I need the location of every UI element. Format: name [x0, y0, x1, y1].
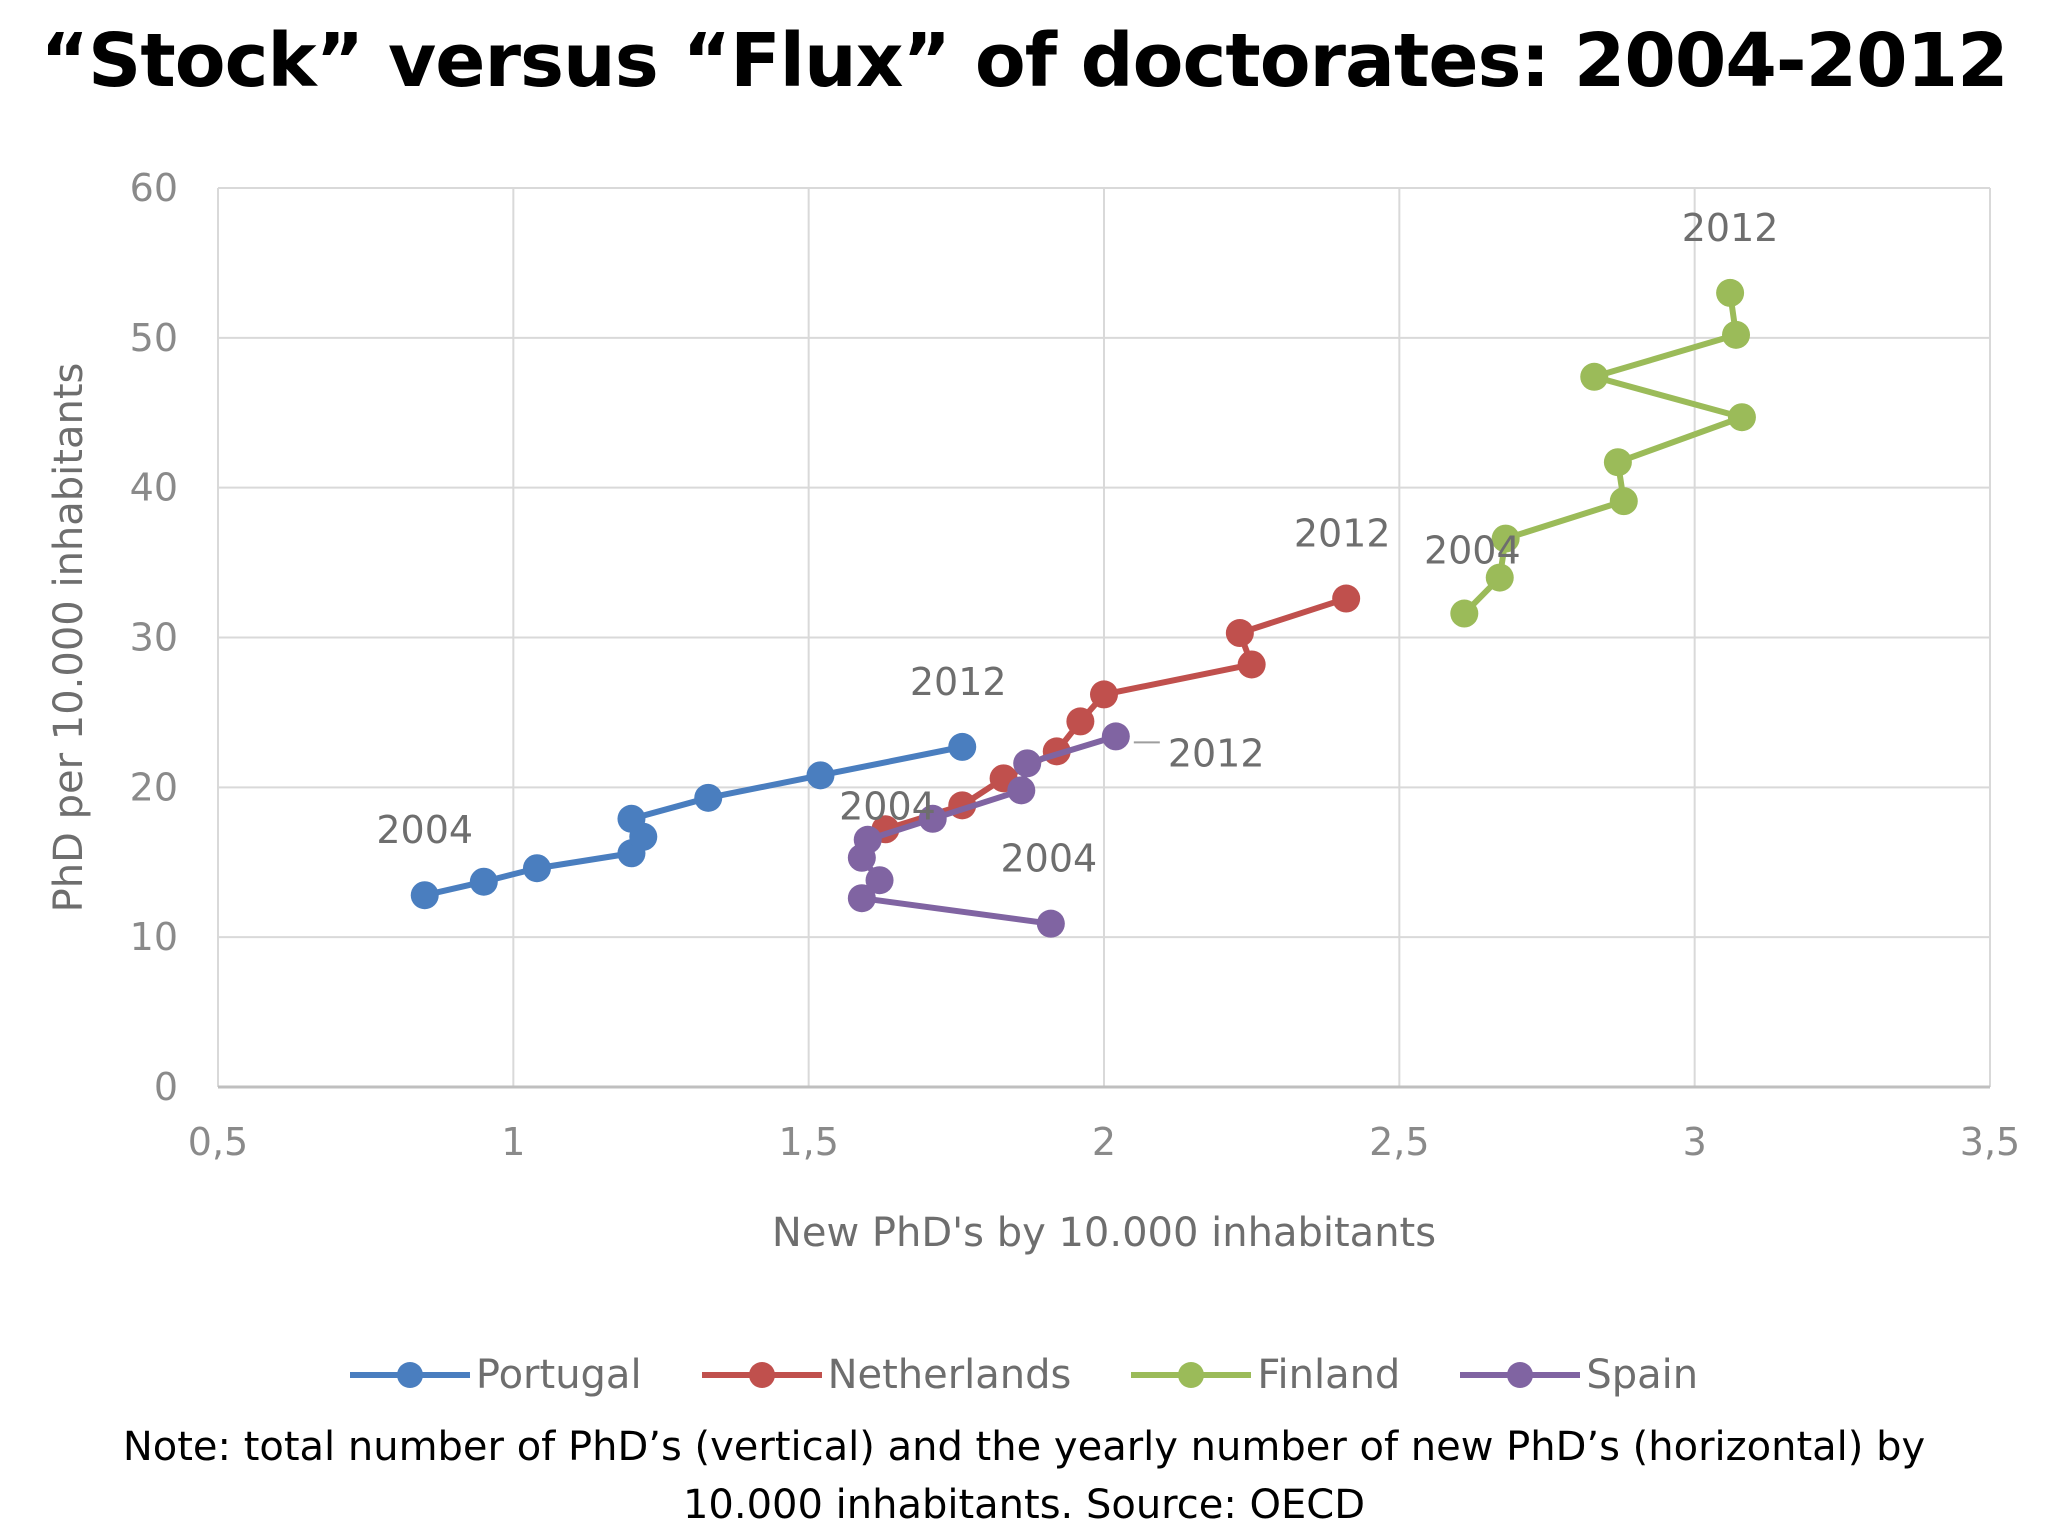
y-tick-label: 60 — [130, 166, 178, 210]
data-point-netherlands — [1237, 650, 1266, 679]
legend: Portugal Netherlands Finland Spain — [0, 1352, 2048, 1398]
legend-swatch-netherlands — [701, 1362, 822, 1388]
data-point-finland — [1491, 524, 1520, 553]
series-finland — [1450, 278, 1756, 628]
data-point-spain — [1007, 776, 1036, 805]
data-point-finland — [1485, 563, 1514, 592]
annotation-spain-2004: 2004 — [1000, 837, 1097, 881]
data-point-finland — [1722, 320, 1751, 349]
series-line-spain — [858, 733, 1117, 927]
y-tick-label: 10 — [130, 915, 178, 959]
data-point-portugal — [948, 732, 977, 761]
data-point-spain — [1013, 749, 1042, 778]
legend-label-portugal: Portugal — [475, 1352, 642, 1398]
series-spain — [847, 722, 1130, 938]
x-tick-label: 3 — [1683, 1120, 1707, 1164]
annotation-portugal-2012: 2012 — [910, 660, 1007, 704]
series-netherlands — [871, 584, 1361, 844]
data-point-finland — [1609, 487, 1638, 516]
data-point-spain — [918, 804, 947, 833]
data-point-spain — [853, 825, 882, 854]
annotation-portugal-2004: 2004 — [376, 808, 473, 852]
data-point-portugal — [469, 867, 498, 896]
page-title: “Stock” versus “Flux” of doctorates: 200… — [40, 18, 2008, 104]
y-tick-label: 50 — [130, 316, 178, 360]
data-point-spain — [1101, 722, 1130, 751]
legend-swatch-portugal — [349, 1362, 470, 1388]
x-tick-label: 3,5 — [1960, 1120, 2020, 1164]
data-point-netherlands — [1066, 707, 1095, 736]
annotations: 2004 2012 2004 2012 2004 2012 2004 2012 — [376, 206, 1778, 881]
annotation-netherlands-2012: 2012 — [1294, 512, 1391, 556]
legend-item-portugal: Portugal — [349, 1352, 642, 1398]
data-point-netherlands — [1090, 680, 1118, 709]
legend-swatch-spain — [1460, 1362, 1581, 1388]
series-layer — [410, 278, 1756, 938]
data-point-spain — [1036, 909, 1065, 938]
data-point-portugal — [694, 783, 723, 812]
data-point-finland — [1580, 362, 1609, 391]
footnote: Note: total number of PhD’s (vertical) a… — [122, 1424, 1926, 1528]
annotation-finland-2004: 2004 — [1424, 529, 1521, 573]
x-tick-label: 2 — [1092, 1120, 1116, 1164]
data-point-finland — [1727, 403, 1756, 432]
data-point-finland — [1716, 278, 1745, 307]
y-tick-label: 0 — [154, 1065, 178, 1109]
legend-label-netherlands: Netherlands — [827, 1352, 1072, 1398]
y-tick-label: 40 — [130, 466, 178, 510]
y-tick-label: 30 — [130, 616, 178, 660]
x-tick-label: 1,5 — [778, 1120, 838, 1164]
x-axis-title: New PhD's by 10.000 inhabitants — [772, 1210, 1436, 1256]
x-tick-label: 2,5 — [1369, 1120, 1429, 1164]
data-point-netherlands — [1332, 584, 1361, 613]
data-point-spain — [865, 866, 894, 895]
data-point-portugal — [617, 804, 646, 833]
legend-label-finland: Finland — [1257, 1352, 1401, 1398]
data-point-netherlands — [1225, 619, 1254, 648]
x-tick-label: 0,5 — [188, 1120, 248, 1164]
data-point-finland — [1603, 448, 1632, 477]
legend-item-spain: Spain — [1460, 1352, 1698, 1398]
data-point-portugal — [806, 761, 835, 790]
y-axis-title: PhD per 10.000 inhabitants — [46, 363, 92, 913]
annotation-netherlands-2004: 2004 — [839, 784, 936, 828]
data-point-portugal — [522, 854, 551, 883]
data-point-portugal — [410, 881, 439, 910]
data-point-spain — [847, 884, 876, 913]
legend-item-netherlands: Netherlands — [701, 1352, 1072, 1398]
annotation-finland-2012: 2012 — [1682, 206, 1779, 250]
chart: 0,5 1 1,5 2 2,5 3 3,5 0 10 20 30 40 50 60 New PhD's b… — [46, 166, 2021, 1256]
grid — [217, 187, 1991, 1089]
data-point-finland — [1450, 599, 1479, 628]
series-portugal — [410, 732, 977, 910]
legend-label-spain: Spain — [1586, 1352, 1699, 1398]
legend-item-finland: Finland — [1131, 1352, 1400, 1398]
x-tick-label: 1 — [501, 1120, 525, 1164]
legend-swatch-finland — [1131, 1362, 1252, 1388]
annotation-spain-2012: 2012 — [1168, 731, 1265, 775]
tick-labels: 0,5 1 1,5 2 2,5 3 3,5 0 10 20 30 40 50 60 — [130, 166, 2021, 1164]
y-tick-label: 20 — [130, 765, 178, 809]
